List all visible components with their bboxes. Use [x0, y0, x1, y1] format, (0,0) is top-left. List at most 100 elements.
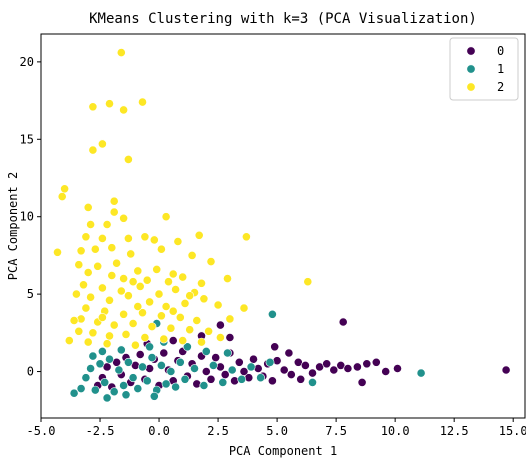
data-point-cluster-1: [128, 373, 138, 383]
data-point-cluster-2: [81, 232, 91, 242]
data-point-cluster-2: [109, 207, 119, 217]
legend-marker-0: [466, 46, 476, 56]
data-point-cluster-2: [107, 243, 117, 253]
data-point-cluster-2: [168, 269, 178, 279]
data-point-cluster-1: [149, 391, 159, 401]
data-point-cluster-1: [190, 364, 199, 373]
plot-frame: [40, 33, 526, 419]
data-point-cluster-2: [83, 268, 93, 277]
x-axis-title: PCA Component 1: [229, 444, 337, 458]
data-point-cluster-2: [126, 249, 136, 259]
data-point-cluster-1: [308, 377, 317, 387]
data-point-cluster-2: [128, 319, 138, 328]
data-point-cluster-2: [138, 97, 147, 107]
data-point-cluster-2: [74, 326, 84, 336]
data-point-cluster-2: [98, 139, 107, 149]
data-point-cluster-1: [218, 377, 228, 387]
data-point-cluster-2: [105, 99, 114, 109]
x-tick-label: 12.5: [440, 424, 469, 438]
data-point-cluster-1: [81, 373, 91, 383]
data-point-cluster-1: [76, 384, 86, 393]
y-axis-title: PCA Component 2: [6, 172, 20, 280]
data-point-cluster-2: [159, 334, 169, 344]
data-point-cluster-2: [119, 105, 128, 115]
data-point-cluster-2: [119, 213, 128, 223]
data-point-cluster-2: [154, 289, 164, 299]
data-point-cluster-2: [145, 297, 154, 307]
data-point-cluster-0: [362, 359, 372, 369]
data-point-cluster-0: [244, 373, 254, 383]
legend-label-2: 2: [497, 80, 504, 94]
data-point-cluster-2: [178, 272, 188, 282]
data-point-cluster-1: [95, 359, 105, 369]
data-point-cluster-2: [112, 258, 121, 268]
data-point-cluster-2: [225, 314, 235, 324]
data-point-cluster-1: [138, 362, 147, 372]
data-point-cluster-2: [107, 271, 117, 280]
data-point-cluster-1: [237, 374, 247, 384]
data-point-cluster-2: [213, 300, 223, 310]
data-point-cluster-0: [270, 342, 280, 352]
data-point-cluster-1: [182, 342, 192, 352]
data-point-cluster-2: [142, 275, 152, 285]
y-tick-label: 5: [27, 287, 34, 301]
data-point-cluster-0: [234, 357, 244, 367]
data-point-cluster-2: [194, 230, 204, 240]
y-tick-label: 20: [20, 55, 34, 69]
data-point-cluster-2: [140, 232, 150, 242]
data-point-cluster-2: [199, 294, 209, 304]
data-point-cluster-0: [168, 336, 178, 345]
data-point-cluster-2: [116, 286, 126, 296]
data-point-cluster-2: [81, 303, 91, 313]
data-point-cluster-1: [166, 367, 176, 376]
data-point-cluster-1: [119, 381, 128, 390]
data-point-cluster-2: [83, 202, 93, 212]
data-point-cluster-0: [296, 374, 306, 384]
legend-box: [449, 37, 519, 101]
data-point-cluster-0: [329, 365, 339, 375]
data-point-cluster-1: [265, 357, 275, 367]
data-point-cluster-1: [267, 309, 277, 319]
data-point-cluster-2: [161, 302, 171, 311]
data-point-cluster-1: [114, 365, 124, 375]
data-point-cluster-0: [253, 364, 263, 373]
data-point-cluster-1: [201, 346, 211, 356]
data-point-cluster-2: [180, 298, 190, 308]
data-point-cluster-1: [180, 374, 190, 384]
data-point-cluster-2: [185, 325, 195, 335]
data-point-cluster-2: [119, 274, 128, 283]
data-point-cluster-2: [168, 306, 178, 316]
data-point-cluster-0: [300, 360, 310, 370]
x-axis-ticks: -5.0 -2.5 0.0 2.5 5.0 7.5 10.0 12.5 15.0: [27, 418, 526, 438]
data-point-cluster-0: [267, 376, 277, 386]
data-point-cluster-2: [178, 336, 188, 345]
data-point-cluster-2: [116, 48, 126, 57]
data-point-cluster-0: [206, 374, 216, 384]
data-point-cluster-0: [393, 364, 402, 373]
data-point-cluster-2: [161, 212, 171, 222]
y-tick-label: 10: [20, 210, 34, 224]
data-point-cluster-2: [105, 295, 114, 305]
data-point-cluster-0: [192, 379, 202, 389]
legend: 0 1 2: [449, 37, 519, 101]
data-point-cluster-2: [173, 237, 183, 246]
data-point-cluster-2: [192, 316, 202, 325]
data-point-cluster-2: [215, 333, 225, 342]
data-point-cluster-0: [501, 365, 511, 375]
data-point-cluster-0: [357, 377, 367, 387]
data-point-cluster-2: [128, 277, 138, 287]
x-tick-label: 2.5: [207, 424, 229, 438]
data-point-cluster-2: [74, 260, 84, 270]
data-point-cluster-2: [123, 291, 133, 301]
data-point-cluster-0: [381, 367, 391, 376]
data-point-cluster-1: [256, 373, 265, 383]
data-point-cluster-2: [86, 220, 95, 229]
data-point-cluster-1: [142, 376, 152, 386]
data-point-cluster-1: [227, 365, 237, 375]
legend-marker-1: [466, 64, 476, 74]
data-point-cluster-2: [86, 292, 95, 302]
data-point-cluster-2: [147, 322, 157, 331]
data-point-cluster-2: [197, 278, 206, 288]
x-tick-label: 15.0: [499, 424, 526, 438]
data-point-cluster-1: [145, 342, 154, 352]
